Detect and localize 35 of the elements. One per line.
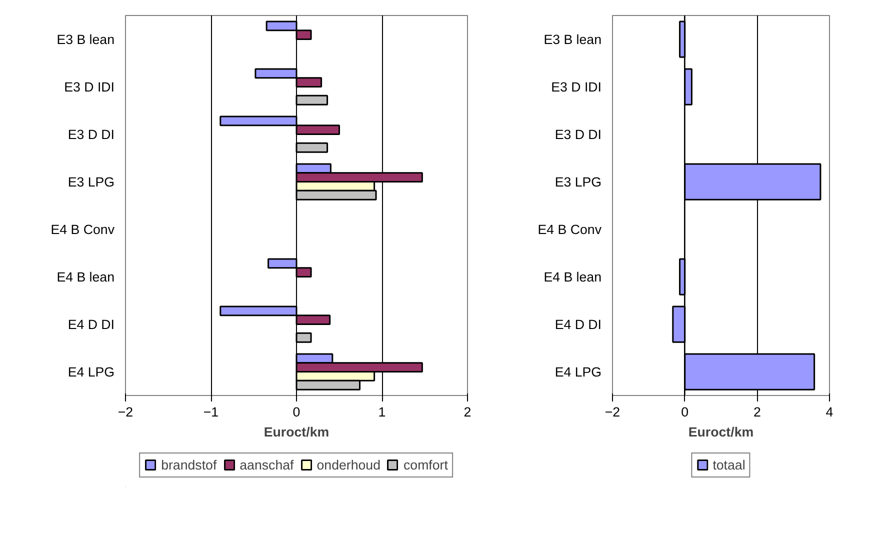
x-tick-label: −2 [118,404,134,420]
x-tick-label: 2 [753,404,761,420]
y-tick-label: E3 D IDI [64,79,115,94]
legend-label: comfort [403,457,448,472]
x-tick-label: 0 [292,404,300,420]
x-tick-label: 4 [826,404,834,420]
x-axis-title: Euroct/km [688,424,754,440]
legend-label: totaal [712,457,746,472]
y-tick-label: E3 D DI [68,126,115,142]
y-tick-label: E3 LPG [554,174,602,190]
y-tick-label: E3 D DI [554,126,602,142]
y-tick-label: E3 LPG [68,174,115,190]
y-tick-label: E4 B Conv [538,222,602,237]
y-tick-label: E4 LPG [68,364,115,380]
y-tick-label: E4 D DI [554,316,602,332]
x-tick-label: −1 [203,404,219,420]
y-tick-label: E4 B lean [544,269,602,284]
y-tick-label: E3 B lean [544,32,602,47]
x-tick-label: 1 [378,404,386,420]
bar [296,332,312,343]
y-tick-label: E4 LPG [554,364,602,380]
y-tick-label: E4 D DI [68,316,115,332]
x-tick-label: 0 [681,404,689,420]
bar [296,94,328,106]
legend-label: onderhoud [316,457,380,472]
y-tick-label: E4 B lean [56,269,114,284]
bar [296,142,328,153]
legend-label: aanschaf [240,457,294,472]
x-tick-label: 2 [464,404,472,420]
y-tick-label: E3 D IDI [551,79,602,94]
y-tick-label: E4 B Conv [50,222,115,237]
x-axis-title: Euroct/km [264,424,330,440]
x-tick-label: −2 [604,404,620,420]
y-tick-label: E3 B lean [56,32,114,47]
legend-label: brandstof [161,457,217,472]
